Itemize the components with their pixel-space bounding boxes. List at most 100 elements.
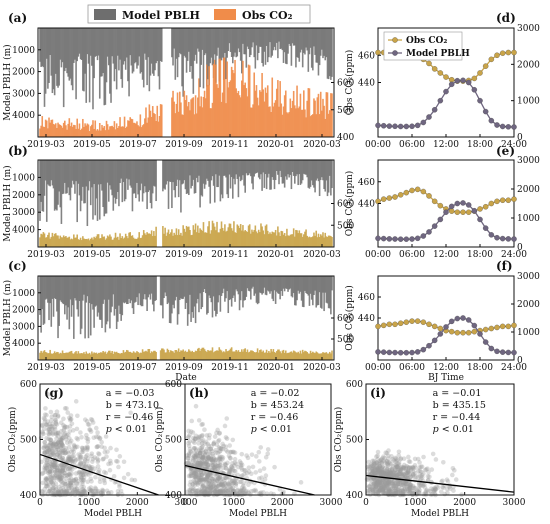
scatter-point bbox=[214, 484, 220, 490]
scatter-point bbox=[85, 445, 90, 451]
scatter-point bbox=[79, 477, 84, 483]
series-point bbox=[437, 97, 444, 104]
scatter-point bbox=[49, 475, 55, 481]
scatter-point bbox=[115, 459, 120, 464]
scatter-point bbox=[47, 469, 53, 474]
scatter-point bbox=[189, 473, 194, 479]
scatter-point bbox=[420, 475, 425, 480]
scatter-point bbox=[386, 479, 392, 485]
scatter-point bbox=[263, 473, 269, 478]
scatter-point bbox=[233, 461, 239, 467]
scatter-point bbox=[395, 479, 401, 484]
scatter-point bbox=[195, 482, 201, 487]
legend-label: Model PBLH bbox=[406, 49, 470, 59]
scatter-point bbox=[61, 480, 66, 486]
scatter-point bbox=[217, 489, 222, 494]
xtick-label: 00:00 bbox=[365, 363, 391, 373]
scatter-point bbox=[210, 478, 216, 484]
scatter-point bbox=[67, 478, 73, 483]
series-point bbox=[511, 322, 517, 329]
series-point bbox=[426, 60, 432, 67]
scatter-point bbox=[194, 452, 199, 458]
scatter-point bbox=[218, 456, 223, 462]
xtick-label: 2019-05 bbox=[73, 250, 111, 260]
scatter-point bbox=[239, 451, 245, 457]
scatter-point bbox=[58, 486, 64, 492]
scatter-point bbox=[241, 483, 246, 488]
scatter-point bbox=[225, 449, 230, 455]
scatter-point bbox=[393, 489, 399, 494]
scatter-point bbox=[42, 467, 47, 472]
series-point bbox=[414, 235, 421, 242]
scatter-point bbox=[385, 473, 390, 478]
series-point bbox=[494, 234, 500, 241]
scatter-point bbox=[67, 482, 73, 487]
series-point bbox=[437, 202, 444, 209]
scatter-point bbox=[216, 475, 221, 481]
scatter-point bbox=[45, 445, 50, 451]
scatter-point bbox=[45, 468, 51, 474]
scatter-point bbox=[73, 477, 79, 482]
scatter-point bbox=[379, 466, 385, 471]
scatter-point bbox=[238, 460, 244, 466]
plot-bg bbox=[366, 384, 514, 495]
stat-p-symbol: p bbox=[251, 424, 257, 435]
scatter-point bbox=[215, 483, 221, 489]
scatter-point bbox=[204, 476, 210, 481]
scatter-point bbox=[199, 461, 205, 467]
scatter-point bbox=[51, 477, 57, 483]
scatter-point bbox=[57, 454, 62, 460]
scatter-point bbox=[188, 479, 193, 485]
scatter-point bbox=[76, 490, 81, 496]
scatter-point bbox=[66, 451, 71, 456]
scatter-point bbox=[42, 450, 48, 455]
scatter-point bbox=[376, 468, 381, 473]
ytick-left-label: 1000 bbox=[12, 173, 35, 183]
scatter-point bbox=[71, 489, 76, 494]
series-point bbox=[414, 122, 421, 129]
scatter-point bbox=[84, 452, 90, 458]
scatter-point bbox=[398, 471, 403, 477]
panel-label: (b) bbox=[8, 144, 28, 158]
scatter-point bbox=[220, 488, 226, 493]
series-point bbox=[386, 195, 393, 201]
scatter-point bbox=[53, 441, 59, 447]
scatter-point bbox=[197, 463, 203, 469]
scatter-point bbox=[68, 480, 74, 486]
ytick-left-label: 3000 bbox=[12, 322, 35, 332]
scatter-point bbox=[50, 473, 55, 479]
scatter-point bbox=[218, 488, 223, 494]
xtick-label: 12:00 bbox=[433, 250, 459, 260]
scatter-point bbox=[41, 426, 47, 432]
scatter-point bbox=[206, 454, 212, 460]
scatter-point bbox=[217, 473, 223, 479]
scatter-point bbox=[61, 448, 66, 454]
scatter-point bbox=[48, 490, 54, 496]
scatter-point bbox=[197, 456, 202, 462]
scatter-point bbox=[57, 473, 63, 479]
scatter-point bbox=[88, 416, 94, 422]
scatter-point bbox=[227, 477, 233, 483]
scatter-point bbox=[93, 425, 99, 431]
scatter-point bbox=[40, 480, 46, 486]
scatter-point bbox=[64, 464, 70, 469]
scatter-point bbox=[396, 449, 402, 455]
scatter-point bbox=[196, 448, 202, 453]
scatter-point bbox=[57, 467, 63, 473]
scatter-point bbox=[83, 454, 89, 459]
scatter-point bbox=[78, 460, 84, 466]
ytick-right-label: 400 bbox=[337, 133, 354, 143]
scatter-point bbox=[193, 446, 198, 451]
scatter-point bbox=[57, 463, 62, 469]
scatter-point bbox=[421, 471, 426, 476]
scatter-point bbox=[373, 480, 379, 486]
scatter-point bbox=[230, 467, 236, 473]
scatter-point bbox=[199, 433, 205, 439]
legend-swatch-co2 bbox=[214, 9, 236, 20]
scatter-point bbox=[71, 477, 77, 483]
scatter-point bbox=[406, 465, 412, 471]
scatter-point bbox=[80, 447, 86, 453]
scatter-point bbox=[215, 450, 220, 456]
series-point bbox=[426, 229, 432, 235]
